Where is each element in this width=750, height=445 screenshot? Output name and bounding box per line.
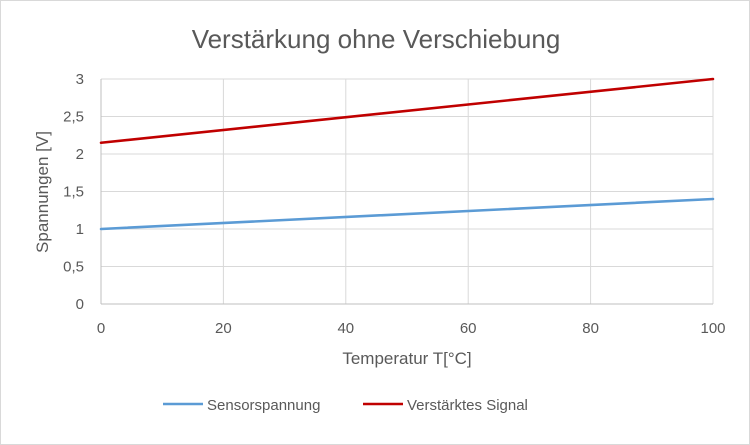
x-axis-ticks: 0 20 40 60 80 100 bbox=[97, 320, 726, 337]
chart-title: Verstärkung ohne Verschiebung bbox=[192, 24, 561, 54]
gridlines bbox=[100, 78, 714, 305]
y-tick-label: 0,5 bbox=[63, 259, 84, 276]
y-axis-ticks: 0 0,5 1 1,5 2 2,5 3 bbox=[63, 71, 84, 313]
y-tick-label: 2,5 bbox=[63, 109, 84, 126]
x-tick-label: 40 bbox=[337, 320, 354, 337]
series-line-1 bbox=[99, 197, 715, 231]
series-line-2 bbox=[99, 77, 715, 145]
legend-label: Sensorspannung bbox=[207, 397, 320, 414]
x-tick-label: 100 bbox=[700, 320, 725, 337]
y-tick-label: 2 bbox=[76, 146, 84, 163]
y-tick-label: 1 bbox=[76, 221, 84, 238]
legend-label: Verstärktes Signal bbox=[407, 397, 528, 414]
y-tick-label: 0 bbox=[76, 296, 84, 313]
y-tick-label: 1,5 bbox=[63, 184, 84, 201]
x-axis-label: Temperatur T[°C] bbox=[342, 349, 471, 368]
x-tick-label: 60 bbox=[460, 320, 477, 337]
x-tick-label: 0 bbox=[97, 320, 105, 337]
legend-item-1: Sensorspannung bbox=[163, 397, 320, 414]
y-tick-label: 3 bbox=[76, 71, 84, 88]
x-tick-label: 20 bbox=[215, 320, 232, 337]
series-lines bbox=[99, 77, 715, 231]
y-axis-label: Spannungen [V] bbox=[33, 131, 52, 253]
x-tick-label: 80 bbox=[582, 320, 599, 337]
legend: Sensorspannung Verstärktes Signal bbox=[163, 397, 528, 414]
legend-item-2: Verstärktes Signal bbox=[363, 397, 528, 414]
